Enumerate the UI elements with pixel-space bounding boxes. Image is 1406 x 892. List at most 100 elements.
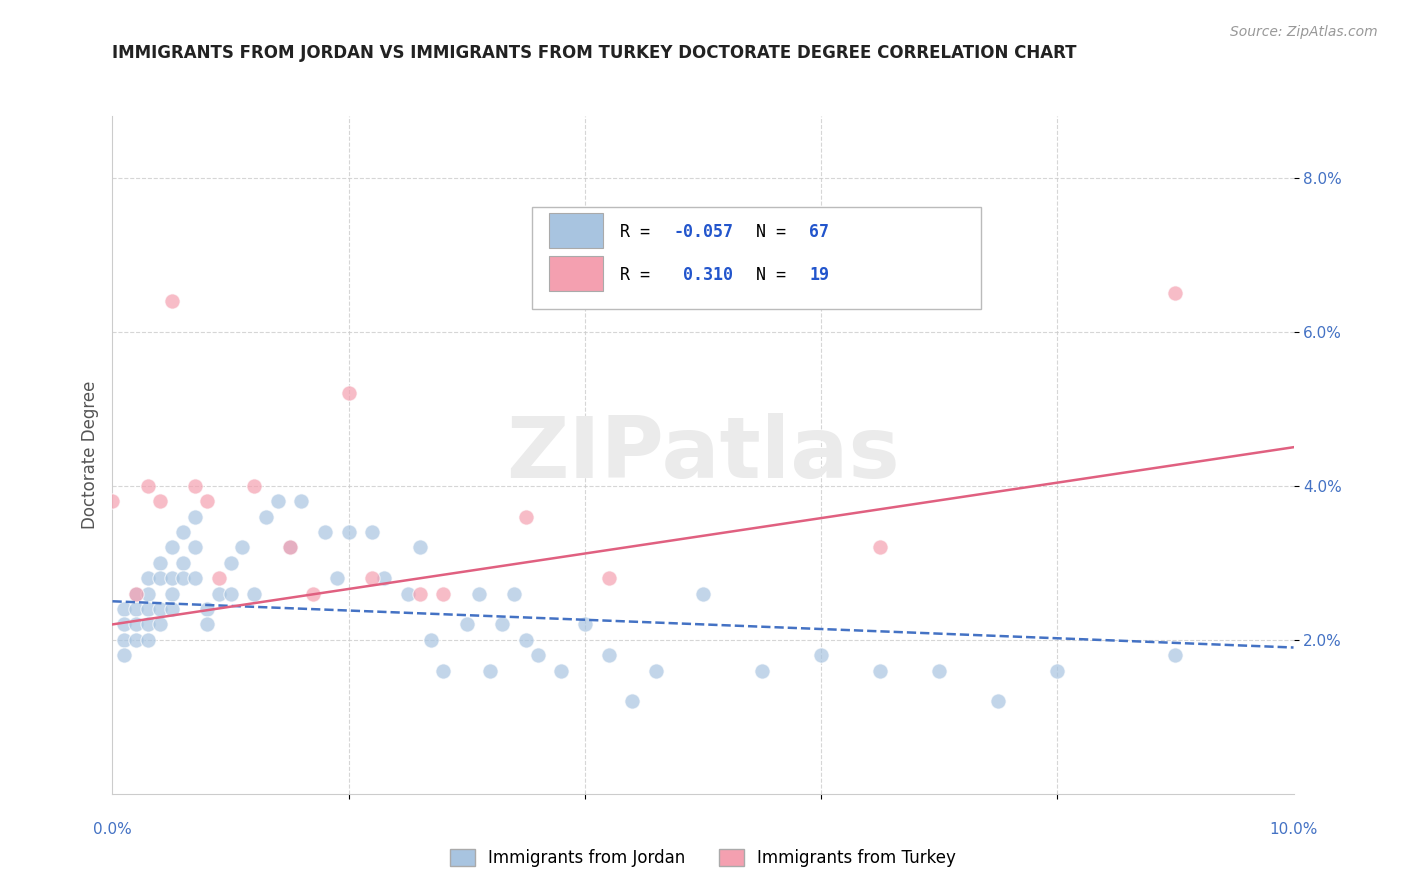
Point <box>420 632 443 647</box>
Point <box>290 494 312 508</box>
Bar <box>550 213 603 248</box>
Point <box>184 479 207 493</box>
Point <box>692 586 714 600</box>
Point <box>195 602 218 616</box>
Point <box>149 571 172 585</box>
Point <box>432 664 454 678</box>
Point <box>373 571 395 585</box>
Point <box>408 586 430 600</box>
Point <box>869 541 891 555</box>
Point <box>208 586 231 600</box>
Point <box>172 556 194 570</box>
Point <box>278 541 301 555</box>
Bar <box>550 256 603 291</box>
Point <box>136 571 159 585</box>
Y-axis label: Doctorate Degree: Doctorate Degree <box>80 381 98 529</box>
Text: N =: N = <box>756 223 796 242</box>
Point <box>515 632 537 647</box>
Point <box>254 509 277 524</box>
Text: R =: R = <box>620 223 661 242</box>
Point <box>526 648 548 663</box>
FancyBboxPatch shape <box>531 208 980 310</box>
Point <box>278 541 301 555</box>
Point <box>267 494 290 508</box>
Point <box>302 586 325 600</box>
Point <box>112 602 135 616</box>
Point <box>160 586 183 600</box>
Point <box>467 586 489 600</box>
Point <box>337 524 360 539</box>
Point <box>598 648 620 663</box>
Point <box>361 571 384 585</box>
Point <box>987 694 1010 708</box>
Point <box>136 602 159 616</box>
Point <box>396 586 419 600</box>
Point <box>149 602 172 616</box>
Point <box>112 648 135 663</box>
Point <box>184 509 207 524</box>
Point <box>598 571 620 585</box>
Point <box>125 617 148 632</box>
Point <box>1164 286 1187 301</box>
Point <box>125 632 148 647</box>
Point <box>149 617 172 632</box>
Point <box>1046 664 1069 678</box>
Point <box>184 541 207 555</box>
Point <box>503 586 526 600</box>
Text: 67: 67 <box>810 223 830 242</box>
Point <box>160 293 183 308</box>
Point <box>243 586 266 600</box>
Point <box>125 602 148 616</box>
Point <box>172 571 194 585</box>
Point <box>337 386 360 401</box>
Point <box>550 664 572 678</box>
Point <box>479 664 502 678</box>
Point <box>136 479 159 493</box>
Point <box>160 541 183 555</box>
Point <box>136 632 159 647</box>
Point <box>644 664 666 678</box>
Point <box>408 541 430 555</box>
Text: 0.0%: 0.0% <box>93 822 132 837</box>
Point <box>208 571 231 585</box>
Point <box>195 494 218 508</box>
Point <box>160 571 183 585</box>
Text: 0.310: 0.310 <box>673 266 734 284</box>
Text: IMMIGRANTS FROM JORDAN VS IMMIGRANTS FROM TURKEY DOCTORATE DEGREE CORRELATION CH: IMMIGRANTS FROM JORDAN VS IMMIGRANTS FRO… <box>112 45 1077 62</box>
Point <box>810 648 832 663</box>
Point <box>621 694 644 708</box>
Text: ZIPatlas: ZIPatlas <box>506 413 900 497</box>
Point <box>243 479 266 493</box>
Point <box>515 509 537 524</box>
Point <box>432 586 454 600</box>
Point <box>869 664 891 678</box>
Point <box>136 586 159 600</box>
Point <box>195 617 218 632</box>
Point <box>314 524 336 539</box>
Point <box>125 586 148 600</box>
Point <box>574 617 596 632</box>
Point <box>219 586 242 600</box>
Point <box>172 524 194 539</box>
Point <box>231 541 253 555</box>
Text: 19: 19 <box>810 266 830 284</box>
Text: Source: ZipAtlas.com: Source: ZipAtlas.com <box>1230 25 1378 38</box>
Point <box>928 664 950 678</box>
Point <box>184 571 207 585</box>
Text: R =: R = <box>620 266 661 284</box>
Point <box>136 617 159 632</box>
Point <box>101 494 124 508</box>
Point <box>1164 648 1187 663</box>
Legend: Immigrants from Jordan, Immigrants from Turkey: Immigrants from Jordan, Immigrants from … <box>443 842 963 873</box>
Point <box>125 586 148 600</box>
Point <box>456 617 478 632</box>
Text: 10.0%: 10.0% <box>1270 822 1317 837</box>
Point <box>112 632 135 647</box>
Point <box>149 556 172 570</box>
Point <box>112 617 135 632</box>
Point <box>491 617 513 632</box>
Text: N =: N = <box>756 266 796 284</box>
Point <box>219 556 242 570</box>
Point <box>326 571 349 585</box>
Point <box>149 494 172 508</box>
